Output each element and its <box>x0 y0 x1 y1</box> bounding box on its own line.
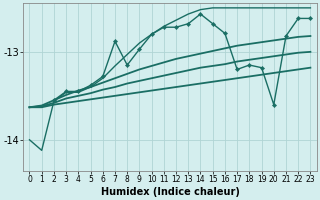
X-axis label: Humidex (Indice chaleur): Humidex (Indice chaleur) <box>100 187 239 197</box>
